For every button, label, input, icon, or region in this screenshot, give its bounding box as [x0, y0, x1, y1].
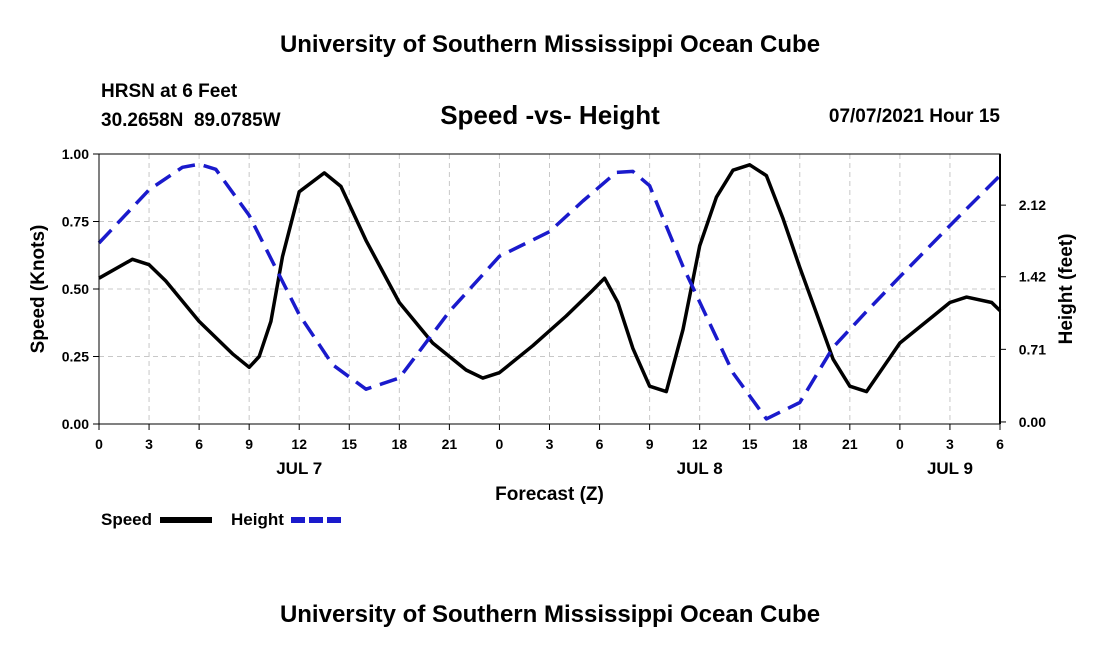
day-label: JUL 7	[276, 459, 322, 478]
y-right-tick-label: 0.71	[1019, 341, 1046, 357]
label-layer: 0 3 6 9 12 15 18 21 0 3 6 9 12 15 18 21 0 3 6 0.00 0.25 0.50 0…	[28, 146, 1077, 529]
series-line-speed	[98, 163, 1002, 394]
x-tick-label: 3	[946, 436, 954, 452]
x-tick-label: 6	[596, 436, 604, 452]
x-tick-label: 18	[792, 436, 808, 452]
day-label: JUL 8	[677, 459, 723, 478]
y-left-tick-label: 0.00	[62, 416, 89, 432]
x-tick-label: 6	[996, 436, 1004, 452]
station-name: HRSN at 6 Feet	[101, 81, 238, 102]
x-tick-label: 6	[195, 436, 203, 452]
chart-title-top: University of Southern Mississippi Ocean…	[279, 31, 821, 58]
series-line-height	[97, 162, 1002, 421]
series-layer	[97, 162, 1002, 421]
x-tick-label: 15	[341, 436, 357, 452]
y-left-tick-label: 1.00	[62, 146, 89, 162]
x-tick-label: 21	[842, 436, 858, 452]
y-right-tick-label: 0.00	[1019, 414, 1046, 430]
y-left-tick-label: 0.25	[62, 349, 89, 365]
y-left-tick-label: 0.75	[62, 214, 89, 230]
legend-label-height: Height	[231, 510, 284, 529]
day-label: JUL 9	[927, 459, 973, 478]
y-right-tick-label: 2.12	[1019, 197, 1046, 213]
station-coordinates: 30.2658N 89.0785W	[101, 110, 281, 131]
chart-subtitle: Speed -vs- Height	[440, 100, 660, 130]
x-tick-label: 15	[742, 436, 758, 452]
y-left-tick-label: 0.50	[62, 281, 89, 297]
y-left-axis-title: Speed (Knots)	[28, 225, 49, 354]
chart-title-bottom: University of Southern Mississippi Ocean…	[279, 601, 821, 628]
grid-layer	[99, 154, 1000, 424]
x-tick-label: 3	[546, 436, 554, 452]
y-right-axis-title: Height (feet)	[1056, 234, 1077, 345]
x-tick-label: 21	[442, 436, 458, 452]
forecast-datetime: 07/07/2021 Hour 15	[828, 106, 1000, 127]
x-tick-label: 0	[95, 436, 103, 452]
x-tick-label: 18	[392, 436, 408, 452]
x-axis-title: Forecast (Z)	[495, 484, 604, 505]
x-tick-label: 12	[291, 436, 307, 452]
x-tick-label: 3	[145, 436, 153, 452]
x-tick-label: 9	[646, 436, 654, 452]
y-right-tick-label: 1.42	[1019, 269, 1046, 285]
legend-label-speed: Speed	[101, 510, 152, 529]
station-info: HRSN at 6 Feet 30.2658N 89.0785W	[101, 77, 281, 135]
axis-layer	[93, 153, 1006, 430]
x-tick-label: 9	[245, 436, 253, 452]
x-tick-label: 0	[896, 436, 904, 452]
x-tick-label: 0	[496, 436, 504, 452]
x-tick-label: 12	[692, 436, 708, 452]
